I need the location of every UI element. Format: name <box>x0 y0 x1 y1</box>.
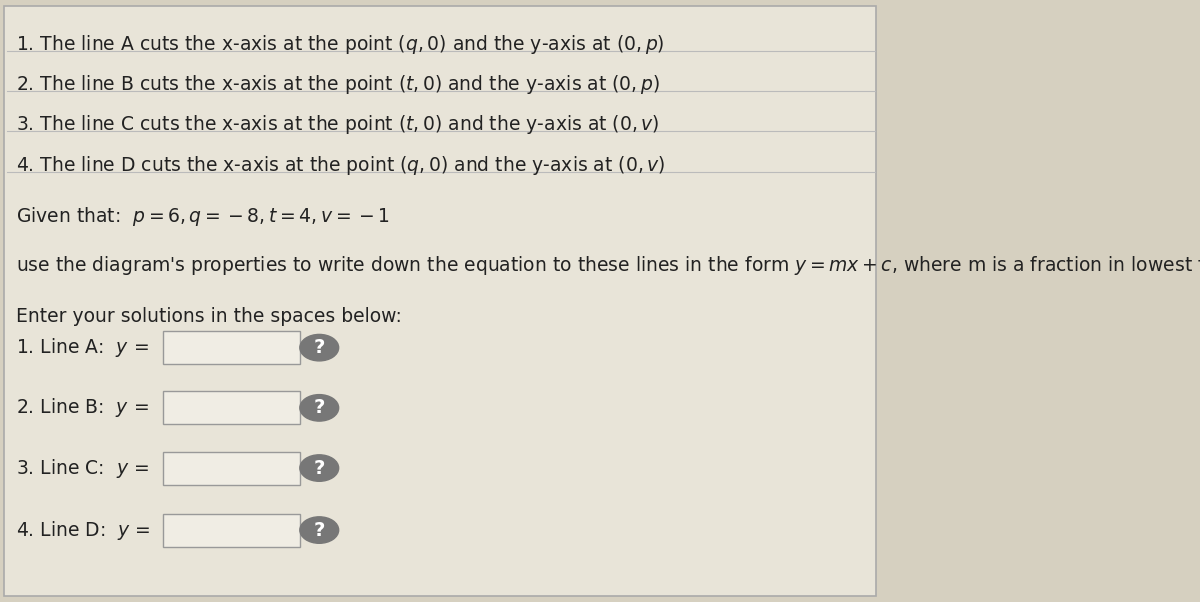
Text: 3. The line C cuts the x-axis at the point $(t, 0)$ and the y-axis at $(0, v)$: 3. The line C cuts the x-axis at the poi… <box>16 113 659 136</box>
Text: 2. The line B cuts the x-axis at the point $(t, 0)$ and the y-axis at $(0, p)$: 2. The line B cuts the x-axis at the poi… <box>16 73 660 96</box>
Text: Enter your solutions in the spaces below:: Enter your solutions in the spaces below… <box>16 307 402 326</box>
FancyBboxPatch shape <box>163 391 300 424</box>
Text: use the diagram's properties to write down the equation to these lines in the fo: use the diagram's properties to write do… <box>16 254 1200 277</box>
Text: Given that:  $p = 6, q = -8, t = 4, v = -1$: Given that: $p = 6, q = -8, t = 4, v = -… <box>16 205 390 228</box>
Circle shape <box>300 455 338 482</box>
Text: 4. The line D cuts the x-axis at the point $(q, 0)$ and the y-axis at $(0, v)$: 4. The line D cuts the x-axis at the poi… <box>16 154 665 176</box>
FancyBboxPatch shape <box>163 331 300 364</box>
Circle shape <box>300 395 338 421</box>
Text: ?: ? <box>313 399 325 417</box>
Text: ?: ? <box>313 459 325 477</box>
Text: ?: ? <box>313 521 325 539</box>
Text: 1. The line A cuts the x-axis at the point $(q, 0)$ and the y-axis at $(0, p)$: 1. The line A cuts the x-axis at the poi… <box>16 33 665 56</box>
Text: 2. Line B:  $y$ =: 2. Line B: $y$ = <box>16 396 149 420</box>
Text: 3. Line C:  $y$ =: 3. Line C: $y$ = <box>16 456 149 480</box>
Circle shape <box>300 517 338 543</box>
FancyBboxPatch shape <box>163 452 300 485</box>
Text: ?: ? <box>313 338 325 357</box>
Circle shape <box>300 334 338 361</box>
FancyBboxPatch shape <box>163 514 300 547</box>
FancyBboxPatch shape <box>5 6 876 596</box>
Text: 4. Line D:  $y$ =: 4. Line D: $y$ = <box>16 518 150 542</box>
Text: 1. Line A:  $y$ =: 1. Line A: $y$ = <box>16 336 149 359</box>
